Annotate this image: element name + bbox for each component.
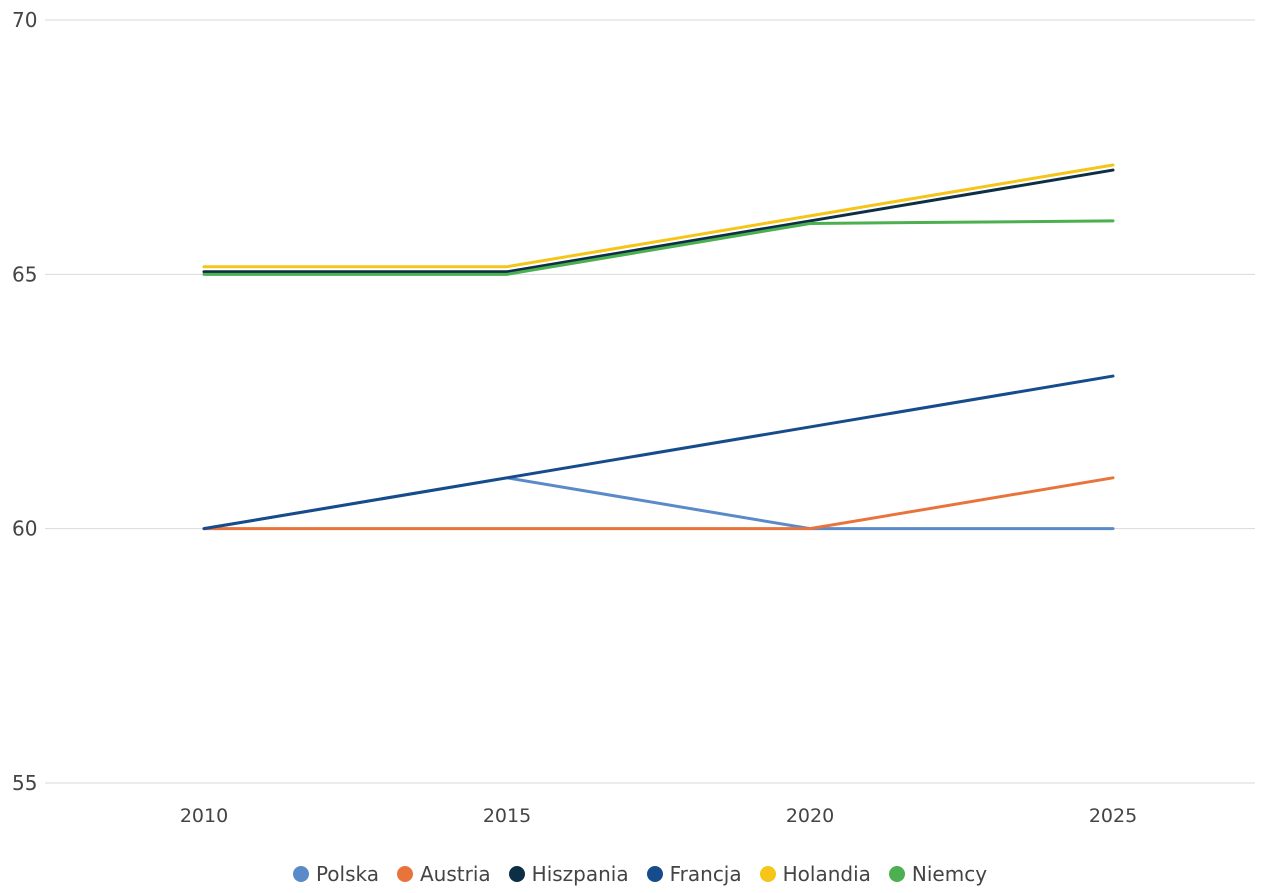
legend-item-holandia[interactable]: Holandia bbox=[759, 862, 871, 886]
legend-label: Francja bbox=[669, 862, 742, 886]
y-tick-label: 60 bbox=[12, 517, 37, 541]
legend-label: Holandia bbox=[782, 862, 871, 886]
legend-marker bbox=[759, 866, 776, 882]
legend-marker bbox=[292, 866, 309, 882]
series-line-polska bbox=[202, 476, 1115, 531]
legend-label: Polska bbox=[315, 862, 379, 886]
legend-item-francja[interactable]: Francja bbox=[646, 862, 742, 886]
y-tick-label: 65 bbox=[12, 262, 37, 286]
legend: Polska Austria Hiszpania Francja Holandia Nie… bbox=[0, 858, 1280, 890]
x-axis-ticks: 2010 2015 2020 2025 bbox=[180, 805, 1137, 827]
line-chart: 55 60 65 70 2010 2015 2020 2025 bbox=[12, 8, 1255, 827]
gridlines bbox=[45, 19, 1255, 784]
series-line-austria bbox=[202, 476, 1115, 531]
series-lines bbox=[202, 163, 1115, 531]
y-tick-label: 70 bbox=[12, 8, 37, 32]
x-tick-label: 2015 bbox=[483, 805, 531, 827]
series-line-niemcy bbox=[202, 219, 1115, 276]
legend-item-hiszpania[interactable]: Hiszpania bbox=[508, 862, 629, 886]
legend-label: Austria bbox=[420, 862, 491, 886]
x-tick-label: 2010 bbox=[180, 805, 228, 827]
legend-item-polska[interactable]: Polska bbox=[292, 862, 379, 886]
legend-marker bbox=[397, 866, 413, 882]
legend-label: Niemcy bbox=[911, 862, 988, 886]
x-tick-label: 2020 bbox=[786, 805, 834, 827]
series-line-francja bbox=[202, 374, 1115, 531]
x-tick-label: 2025 bbox=[1089, 805, 1137, 827]
legend-item-austria[interactable]: Austria bbox=[397, 862, 491, 886]
legend-marker bbox=[646, 866, 663, 882]
legend-label: Hiszpania bbox=[531, 862, 629, 886]
series-line-holandia bbox=[202, 163, 1115, 269]
y-axis-ticks: 55 60 65 70 bbox=[12, 8, 37, 795]
y-tick-label: 55 bbox=[12, 771, 37, 795]
legend-marker bbox=[508, 866, 525, 882]
legend-marker bbox=[888, 866, 905, 882]
series-line-hiszpania bbox=[202, 168, 1115, 274]
legend-item-niemcy[interactable]: Niemcy bbox=[888, 862, 988, 886]
